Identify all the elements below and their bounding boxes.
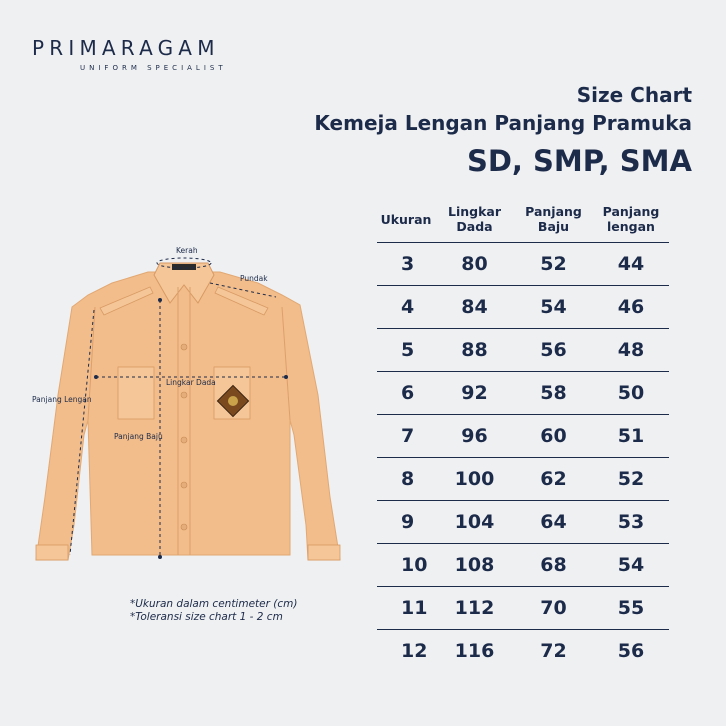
cell-body-length: 58 xyxy=(514,371,593,415)
cell-size: 6 xyxy=(377,371,435,415)
cell-size: 11 xyxy=(377,586,435,630)
cell-body-length: 64 xyxy=(514,500,593,544)
table-row: 12 116 72 56 xyxy=(377,629,669,672)
table-row: 9 104 64 53 xyxy=(377,500,669,544)
size-table: Ukuran Lingkar Dada Panjang Baju Panjang lenga… xyxy=(377,196,669,672)
cell-sleeve-length: 56 xyxy=(593,629,669,672)
size-table-body: 3 80 52 44 4 84 54 46 5 88 56 48 6 92 58 50 7 96 60 51 8 100 6… xyxy=(377,242,669,672)
note-unit: *Ukuran dalam centimeter (cm) xyxy=(130,598,298,610)
cell-sleeve-length: 55 xyxy=(593,586,669,630)
table-row: 4 84 54 46 xyxy=(377,285,669,329)
cell-chest: 108 xyxy=(435,543,514,587)
label-shoulder: Pundak xyxy=(240,274,268,283)
table-row: 7 96 60 51 xyxy=(377,414,669,458)
cell-size: 12 xyxy=(377,629,435,672)
cell-sleeve-length: 48 xyxy=(593,328,669,372)
column-header-size: Ukuran xyxy=(380,211,432,227)
title-product: Kemeja Lengan Panjang Pramuka xyxy=(314,111,692,135)
shirt-diagram: Kerah Pundak Lingkar Dada Panjang Lengan… xyxy=(32,246,341,561)
brand-name: PRIMARAGAM xyxy=(32,36,220,60)
notes: *Ukuran dalam centimeter (cm) *Toleransi… xyxy=(130,598,297,624)
shirt-body xyxy=(35,271,341,561)
table-row: 11 112 70 55 xyxy=(377,586,669,630)
collar-label xyxy=(172,264,196,270)
cell-sleeve-length: 54 xyxy=(593,543,669,587)
cell-size: 10 xyxy=(377,543,435,587)
cell-chest: 84 xyxy=(435,285,514,329)
cell-chest: 96 xyxy=(435,414,514,458)
cell-size: 3 xyxy=(377,242,435,286)
cell-body-length: 56 xyxy=(514,328,593,372)
cell-sleeve-length: 53 xyxy=(593,500,669,544)
column-header-chest: Lingkar Dada xyxy=(447,204,501,234)
cell-body-length: 52 xyxy=(514,242,593,286)
cell-size: 7 xyxy=(377,414,435,458)
scout-badge-icon xyxy=(216,384,250,418)
cell-body-length: 70 xyxy=(514,586,593,630)
table-row: 5 88 56 48 xyxy=(377,328,669,372)
cell-size: 5 xyxy=(377,328,435,372)
cell-body-length: 60 xyxy=(514,414,593,458)
cell-chest: 104 xyxy=(435,500,514,544)
cell-size: 9 xyxy=(377,500,435,544)
label-collar: Kerah xyxy=(176,246,198,255)
cell-sleeve-length: 50 xyxy=(593,371,669,415)
shoulder-measure xyxy=(209,282,277,298)
cell-chest: 92 xyxy=(435,371,514,415)
label-chest: Lingkar Dada xyxy=(166,378,216,387)
sleeve-measure xyxy=(69,309,95,556)
cell-body-length: 62 xyxy=(514,457,593,501)
cell-chest: 100 xyxy=(435,457,514,501)
brand-logo: PRIMARAGAM UNIFORM SPECIALIST xyxy=(32,36,227,72)
cell-chest: 116 xyxy=(435,629,514,672)
title-size-chart: Size Chart xyxy=(576,83,692,107)
cell-chest: 80 xyxy=(435,242,514,286)
label-sleeve: Panjang Lengan xyxy=(32,395,92,404)
cell-chest: 88 xyxy=(435,328,514,372)
table-row: 6 92 58 50 xyxy=(377,371,669,415)
column-header-body-length: Panjang Baju xyxy=(525,204,582,234)
brand-tagline: UNIFORM SPECIALIST xyxy=(80,64,227,72)
cell-sleeve-length: 46 xyxy=(593,285,669,329)
cell-body-length: 68 xyxy=(514,543,593,587)
collar-measure xyxy=(156,257,212,269)
note-tolerance: *Toleransi size chart 1 - 2 cm xyxy=(130,611,283,623)
cell-body-length: 72 xyxy=(514,629,593,672)
cell-sleeve-length: 51 xyxy=(593,414,669,458)
column-header-sleeve-length: Panjang lengan xyxy=(602,204,660,234)
cell-chest: 112 xyxy=(435,586,514,630)
cell-size: 8 xyxy=(377,457,435,501)
table-row: 10 108 68 54 xyxy=(377,543,669,587)
size-table-header: Ukuran Lingkar Dada Panjang Baju Panjang lenga… xyxy=(377,196,669,243)
cell-body-length: 54 xyxy=(514,285,593,329)
table-row: 3 80 52 44 xyxy=(377,242,669,286)
title-levels: SD, SMP, SMA xyxy=(466,144,692,178)
cell-size: 4 xyxy=(377,285,435,329)
table-row: 8 100 62 52 xyxy=(377,457,669,501)
label-body: Panjang Baju xyxy=(114,432,163,441)
title-block: Size Chart Kemeja Lengan Panjang Pramuka… xyxy=(314,82,692,182)
cell-sleeve-length: 44 xyxy=(593,242,669,286)
cell-sleeve-length: 52 xyxy=(593,457,669,501)
